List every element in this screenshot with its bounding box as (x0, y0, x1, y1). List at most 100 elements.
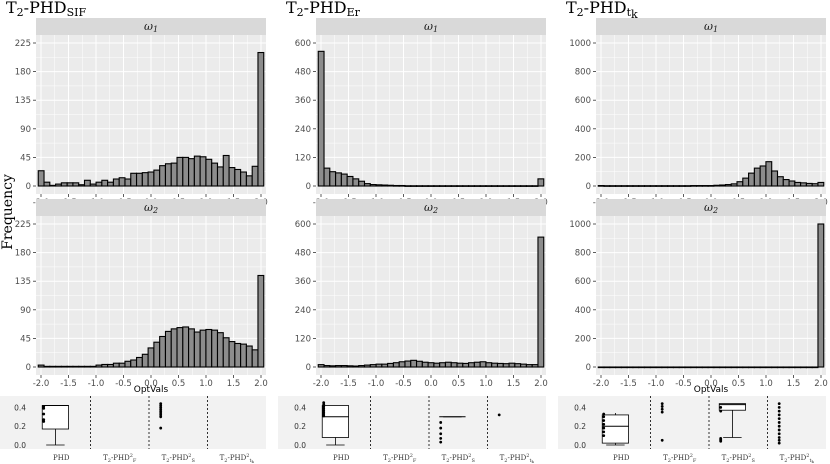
strip-sub: 1 (153, 25, 158, 34)
y-tick-label: 480 (295, 249, 311, 259)
histogram-bar (216, 166, 224, 187)
histogram-bar (776, 176, 784, 187)
title-part: k (631, 8, 638, 21)
histogram-bar (245, 175, 253, 187)
box-outlier-point (719, 439, 723, 443)
histogram-bar (597, 185, 605, 187)
x-tick-label: -2.0 (33, 379, 50, 389)
box-outlier-point (159, 426, 163, 430)
box-body (321, 405, 349, 438)
y-tick-label: 400 (575, 306, 591, 316)
box-outlier-point (660, 438, 664, 442)
histogram-bar (427, 185, 435, 187)
histogram-bar (609, 185, 617, 187)
box-body (41, 405, 69, 430)
box-outlier-point (42, 420, 46, 423)
histogram-bar (352, 365, 360, 368)
box-outlier-point (777, 438, 781, 442)
histogram-bar (335, 365, 342, 368)
histogram-bar (782, 366, 790, 369)
cat-part: 2 (668, 458, 671, 464)
histogram-bar (188, 158, 195, 187)
box-body (718, 403, 746, 411)
histogram-bar (707, 366, 715, 369)
histogram-bar (101, 363, 109, 368)
x-tick-label: 0.0 (704, 379, 718, 389)
histogram-bar (800, 366, 807, 369)
histogram-bar (335, 172, 342, 187)
histogram-bar (245, 345, 253, 368)
cat-part: PHD (53, 454, 70, 462)
facet-strip-label: ω2 (424, 201, 438, 215)
box-y-tick-label: 0.2 (574, 422, 586, 431)
title-part: SIF (67, 6, 87, 19)
cat-part: F (133, 458, 137, 464)
histogram-bar (632, 185, 640, 187)
cat-part: T (500, 454, 505, 462)
histogram-bar (415, 360, 423, 368)
x-tick-label: 0.0 (424, 379, 438, 389)
histogram-bar (609, 366, 617, 369)
y-tick-label: 0 (586, 182, 591, 192)
histogram-bar (491, 185, 499, 187)
box-outlier-point (777, 409, 781, 413)
histogram-bar (794, 366, 802, 369)
histogram-bar (537, 178, 545, 187)
histogram-bar (346, 365, 354, 368)
histogram-bar (182, 326, 190, 368)
title-part: T (566, 0, 577, 17)
histogram-bar (398, 184, 406, 187)
histogram-bar (199, 156, 207, 187)
y-tick-label: 480 (295, 68, 311, 78)
histogram-bar (456, 185, 464, 187)
histogram-bar (462, 362, 470, 368)
histogram-bar (381, 363, 389, 368)
histogram-bar (323, 167, 331, 187)
histogram-bar (83, 365, 91, 368)
x-tick-label: -1.0 (648, 379, 665, 389)
box-outlier-point (602, 415, 606, 419)
x-tick-label: -0.5 (395, 379, 412, 389)
cat-part: -PHD (671, 454, 690, 462)
y-tick-label: 400 (575, 125, 591, 135)
chart-title: T2-PHDSIF (6, 0, 87, 19)
y-tick-label: 45 (20, 153, 31, 163)
box-category-label: PHD (613, 454, 630, 462)
box-outlier-point (602, 419, 606, 422)
histogram-bar (713, 184, 721, 187)
histogram-bar (479, 361, 487, 368)
histogram-bar (643, 185, 651, 187)
x-tick-label: 1.0 (759, 379, 773, 389)
histogram-bar (439, 362, 447, 368)
histogram-bar (170, 162, 178, 187)
y-tick-label: 600 (575, 277, 591, 287)
box-outlier-point (660, 410, 664, 414)
histogram-bar (626, 185, 634, 187)
y-tick-label: 1000 (569, 39, 591, 49)
cat-part: 2 (388, 458, 391, 464)
histogram-bar (340, 173, 348, 187)
cat-part: T (722, 454, 727, 462)
cat-part: T (780, 454, 785, 462)
histogram-bar (352, 178, 360, 187)
cat-part: -PHD (449, 454, 468, 462)
box-outlier-point (719, 406, 723, 409)
histogram-bar (95, 181, 103, 187)
histogram-bar (502, 363, 510, 368)
histogram-bar (667, 185, 674, 187)
box-category-label: T2-PHD2F (103, 453, 137, 464)
box-outlier-point (660, 407, 664, 411)
histogram-bar (620, 185, 628, 187)
histogram-bar (759, 366, 767, 369)
facet-panel: ω2 -2.0 -1.5 -1.0 -0.5 0.0 0.5 1.0 1.5 2.0 0 200 400… (569, 199, 828, 389)
y-tick-label: 120 (295, 334, 311, 344)
histogram-bar (603, 366, 611, 369)
x-tick-label: 2.0 (814, 379, 828, 389)
cat-part: 2 (748, 453, 751, 459)
histogram-bar (661, 366, 669, 369)
box-outlier-point (602, 412, 606, 416)
histogram-bar (404, 360, 412, 368)
histogram-bar (240, 343, 247, 368)
histogram-bar (450, 185, 458, 187)
